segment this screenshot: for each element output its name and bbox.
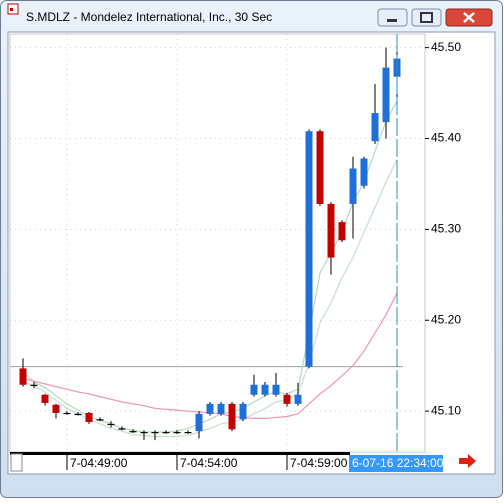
minimize-icon — [387, 19, 397, 22]
candle-body — [107, 423, 115, 426]
candle-body — [382, 67, 390, 123]
candle-body — [349, 168, 357, 204]
candle-body — [228, 403, 236, 430]
candle-body — [327, 203, 335, 258]
cursor-label: 6-07-16 22:34:00 — [352, 456, 444, 470]
moving-average-line — [22, 159, 398, 438]
x-tick-label: 7-04:59:00 — [290, 456, 348, 470]
x-tick-label: 7-04:54:00 — [180, 456, 238, 470]
candle-body — [371, 113, 379, 142]
candle-body — [96, 419, 104, 421]
candle-body — [217, 403, 225, 414]
candle-body — [52, 404, 60, 413]
scroll-box[interactable] — [10, 453, 23, 472]
candle-body — [162, 432, 170, 434]
cursor-label-box — [349, 455, 443, 472]
candle-body — [41, 394, 49, 403]
y-tick-label: 45.40 — [431, 131, 461, 145]
candle-body — [360, 158, 368, 186]
moving-average-line — [22, 100, 398, 433]
candle-body — [63, 412, 71, 415]
time-bar — [10, 452, 350, 455]
candle-body — [305, 131, 313, 367]
window-title: S.MDLZ - Mondelez International, Inc., 3… — [26, 10, 272, 24]
candle-body — [118, 428, 126, 430]
x-tick-label: 7-04:49:00 — [70, 456, 128, 470]
candle-body — [294, 394, 302, 404]
candle-body — [85, 412, 93, 423]
candle-body — [74, 413, 82, 416]
candle-body — [250, 384, 258, 395]
close-icon — [463, 12, 475, 23]
candle-body — [129, 431, 137, 433]
maximize-button[interactable] — [411, 8, 442, 27]
candle-body — [316, 131, 324, 204]
candle-body — [283, 394, 291, 404]
maximize-icon — [420, 12, 433, 23]
candle-body — [272, 384, 280, 395]
plot-area — [9, 33, 426, 453]
candle-body — [206, 403, 214, 414]
candle-body — [173, 432, 181, 434]
candle-body — [195, 413, 203, 432]
candle-body — [151, 432, 159, 434]
y-tick-label: 45.50 — [431, 40, 461, 54]
minimize-button[interactable] — [377, 8, 408, 27]
y-tick-label: 45.30 — [431, 222, 461, 236]
y-tick-label: 45.10 — [431, 403, 461, 417]
app-icon-dot — [10, 8, 13, 11]
candle-body — [239, 403, 247, 420]
candle-body — [184, 432, 192, 434]
y-tick-label: 45.20 — [431, 312, 461, 326]
candle-body — [261, 384, 269, 395]
candle-body — [338, 222, 346, 241]
candle-body — [140, 432, 148, 434]
candle-body — [19, 368, 27, 385]
scroll-right-arrow[interactable] — [459, 454, 476, 468]
candle-body — [30, 384, 38, 386]
